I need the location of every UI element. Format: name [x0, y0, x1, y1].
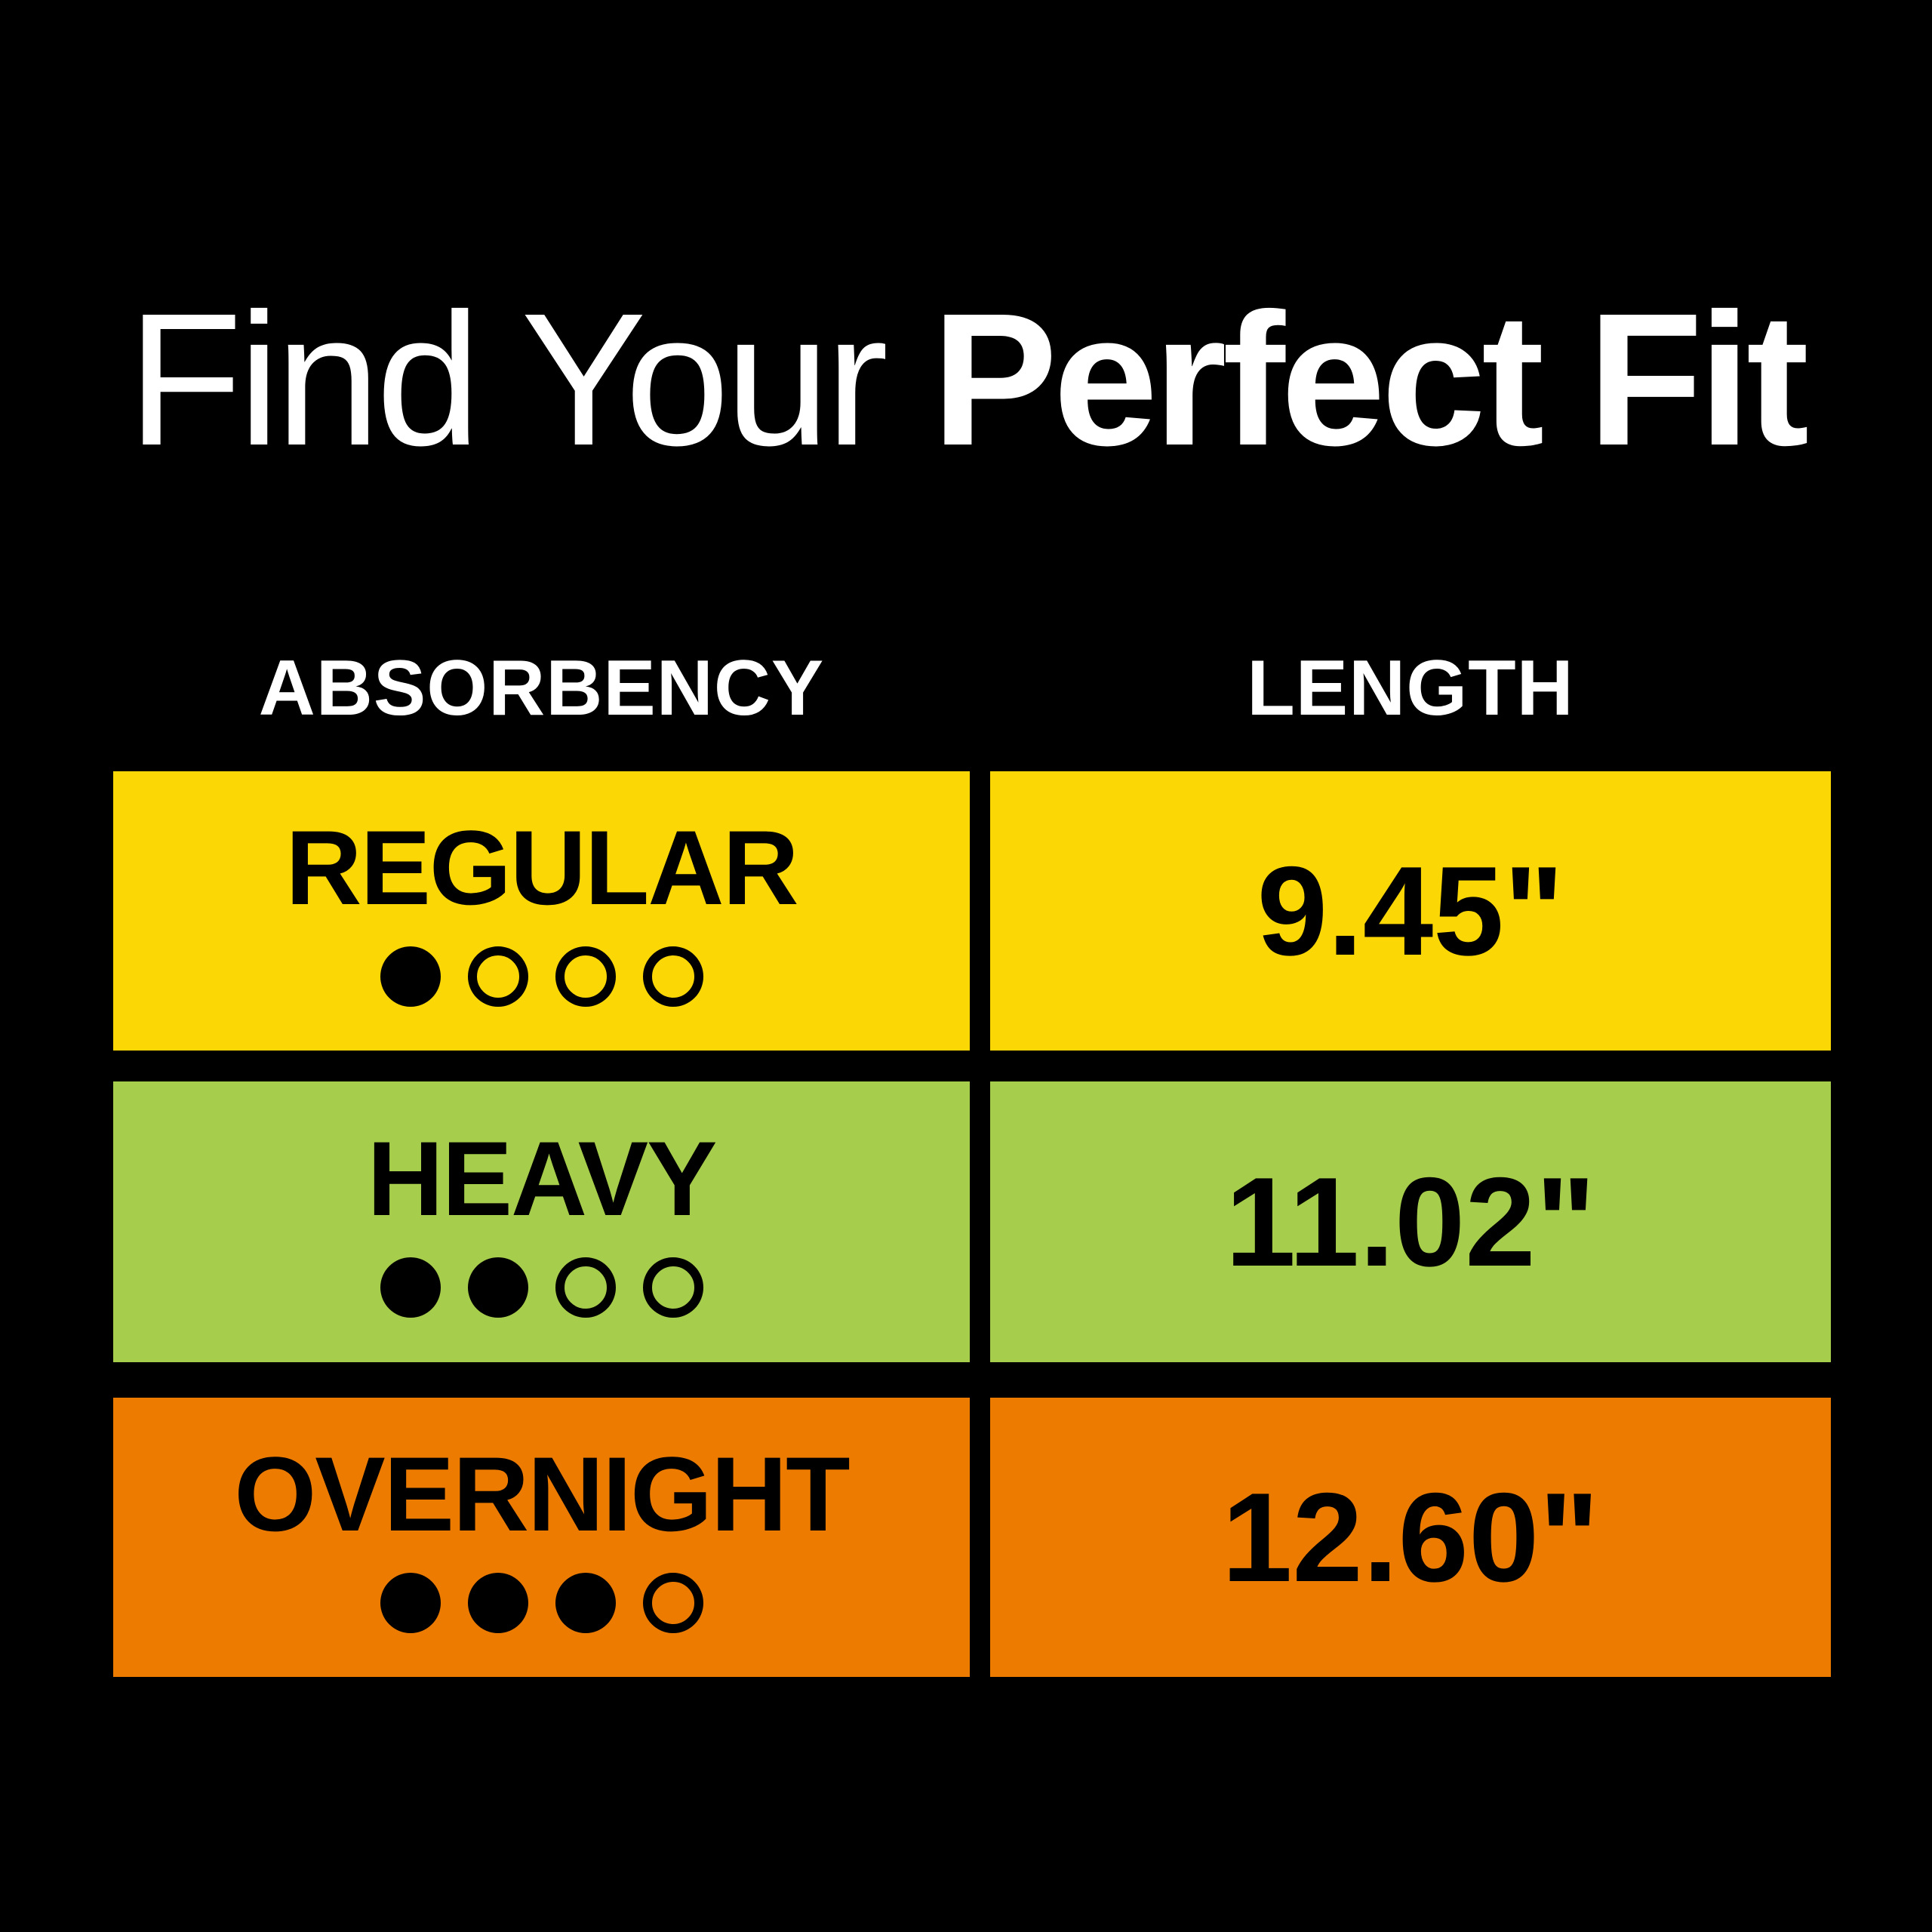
- length-cell-regular: 9.45": [990, 771, 1831, 1051]
- absorbency-label: OVERNIGHT: [234, 1435, 850, 1553]
- length-value: 9.45": [1257, 840, 1564, 982]
- absorbency-dots: [380, 1573, 703, 1633]
- page-title: Find Your Perfect Fit: [0, 285, 1932, 474]
- length-value: 12.60": [1221, 1466, 1600, 1608]
- absorbency-cell-regular: REGULAR: [113, 771, 970, 1051]
- filled-dot-icon: [467, 1257, 528, 1318]
- filled-dot-icon: [380, 1573, 441, 1633]
- absorbency-dots: [380, 946, 703, 1007]
- filled-dot-icon: [380, 1257, 441, 1318]
- absorbency-label: REGULAR: [285, 808, 798, 927]
- length-value: 11.02": [1225, 1151, 1596, 1293]
- filled-dot-icon: [467, 1573, 528, 1633]
- absorbency-dots: [380, 1257, 703, 1318]
- empty-dot-icon: [467, 946, 528, 1007]
- column-header-length: LENGTH: [1247, 645, 1574, 732]
- length-cell-overnight: 12.60": [990, 1398, 1831, 1677]
- empty-dot-icon: [642, 1257, 703, 1318]
- filled-dot-icon: [555, 1573, 616, 1633]
- filled-dot-icon: [380, 946, 441, 1007]
- empty-dot-icon: [555, 1257, 616, 1318]
- empty-dot-icon: [642, 1573, 703, 1633]
- absorbency-label: HEAVY: [367, 1119, 718, 1238]
- empty-dot-icon: [555, 946, 616, 1007]
- page-title-bold: Perfect Fit: [931, 274, 1810, 485]
- page-title-light: Find Your: [127, 274, 932, 485]
- column-header-absorbency: ABSORBENCY: [258, 645, 825, 732]
- absorbency-cell-overnight: OVERNIGHT: [113, 1398, 970, 1677]
- empty-dot-icon: [642, 946, 703, 1007]
- absorbency-cell-heavy: HEAVY: [113, 1081, 970, 1362]
- length-cell-heavy: 11.02": [990, 1081, 1831, 1362]
